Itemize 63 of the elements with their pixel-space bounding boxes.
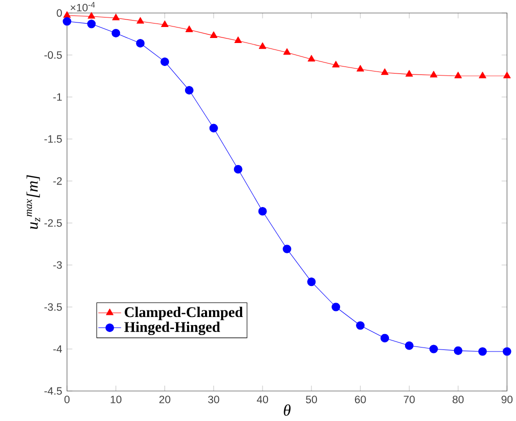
point (112, 14, 120, 20)
point (430, 70, 438, 78)
y-tick-label: -0.5 (44, 51, 62, 59)
x-tick-label: 0 (64, 396, 70, 404)
point (478, 347, 487, 356)
point (454, 72, 462, 78)
x-tick-label: 50 (306, 396, 317, 404)
x-axis-title: θ (284, 404, 291, 416)
point (454, 346, 462, 355)
point (356, 65, 364, 72)
point (87, 20, 96, 28)
y-tick-label: 0 (56, 9, 62, 17)
y-tick-label: -4.5 (44, 387, 62, 395)
x-tick-label: 90 (502, 396, 513, 404)
point (161, 20, 169, 28)
x-tick-label: 60 (354, 396, 366, 404)
x-tick-label: 70 (404, 396, 415, 404)
point (380, 334, 390, 342)
x-tick-label: 20 (159, 396, 170, 404)
point (112, 28, 120, 38)
point (210, 31, 218, 38)
point (307, 278, 316, 286)
legend-label: Hinged-Hinged (124, 322, 220, 336)
point (283, 48, 291, 55)
point (184, 86, 194, 95)
y-tick-label: -1.5 (44, 135, 62, 143)
point (404, 341, 414, 350)
point (258, 206, 267, 216)
legend-label: Clamped-Clamped (124, 306, 243, 320)
point (502, 347, 512, 356)
point (234, 36, 242, 43)
point (308, 54, 316, 62)
point (88, 12, 96, 19)
y-tick-label: -3 (53, 261, 62, 269)
x-tick-label: 10 (110, 396, 122, 404)
point (282, 244, 292, 254)
point (478, 72, 486, 78)
point (209, 124, 218, 132)
point (62, 17, 72, 26)
point (136, 17, 144, 24)
text: ×10$^{-4}$ (70, 2, 95, 12)
point (503, 72, 511, 78)
point (332, 60, 340, 68)
point (356, 321, 365, 330)
point (234, 164, 242, 174)
point (405, 70, 413, 77)
point (258, 42, 266, 49)
point (160, 57, 170, 66)
point (136, 38, 145, 48)
point (381, 68, 389, 75)
x-tick-label: 40 (256, 396, 268, 404)
y-tick-label: -1 (53, 93, 62, 101)
point (63, 11, 71, 18)
y-axis-title: u$_{z}$$^{max}$[m] (26, 175, 40, 229)
y-tick-label: -4 (53, 345, 62, 353)
point (185, 26, 193, 32)
y-tick-label: -2 (53, 177, 62, 185)
x-tick-label: 80 (452, 396, 464, 404)
y-tick-label: -2.5 (44, 219, 62, 227)
x-tick-label: 30 (208, 396, 220, 404)
y-tick-label: -3.5 (44, 303, 62, 311)
point (332, 302, 340, 312)
point (429, 344, 438, 354)
